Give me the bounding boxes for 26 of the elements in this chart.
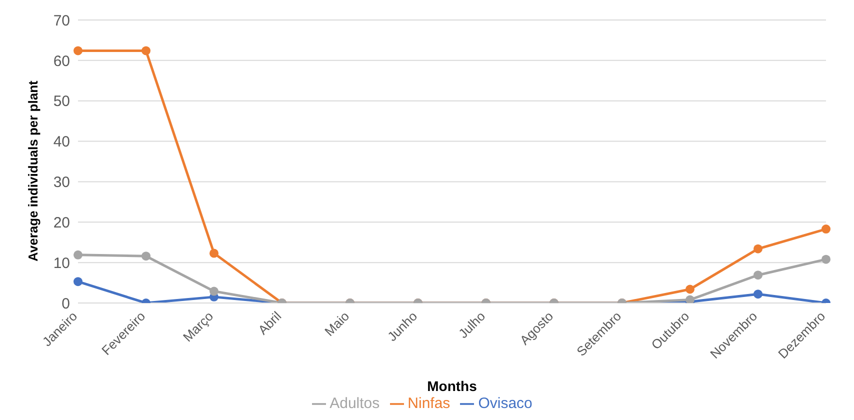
point: [822, 254, 830, 264]
x-axis-title: Months: [427, 378, 478, 394]
y-axis-title: Average individuals per plant: [26, 80, 41, 262]
legend-label: Ovisaco: [478, 395, 532, 412]
y-tick-label: 10: [53, 254, 70, 272]
y-tick-label: 20: [53, 214, 70, 232]
point: [74, 46, 82, 56]
point: [142, 46, 150, 56]
point: [210, 248, 218, 258]
y-tick-label: 40: [53, 134, 70, 151]
y-tick-label: 60: [53, 52, 70, 70]
point: [74, 250, 82, 260]
point: [686, 284, 694, 294]
point: [74, 277, 82, 286]
point: [754, 290, 762, 299]
point: [822, 224, 830, 234]
legend-label: Adultos: [330, 395, 380, 412]
point: [754, 244, 762, 254]
y-tick-label: 50: [53, 93, 70, 110]
point: [142, 252, 150, 261]
legend-label: Ninfas: [408, 395, 450, 412]
y-tick-label: 0: [62, 295, 70, 312]
y-tick-label: 30: [53, 174, 70, 192]
point: [754, 270, 762, 280]
y-tick-label: 70: [53, 12, 70, 30]
point: [210, 286, 218, 296]
